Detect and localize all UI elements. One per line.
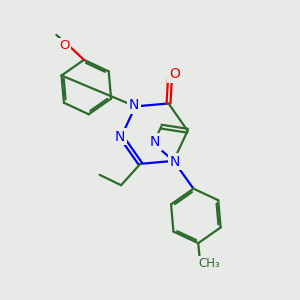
Text: N: N bbox=[129, 98, 139, 112]
Text: N: N bbox=[115, 130, 125, 144]
Text: N: N bbox=[150, 135, 160, 149]
Text: O: O bbox=[169, 68, 180, 81]
Text: O: O bbox=[59, 39, 69, 52]
Text: CH₃: CH₃ bbox=[198, 257, 220, 271]
Text: N: N bbox=[170, 154, 180, 169]
